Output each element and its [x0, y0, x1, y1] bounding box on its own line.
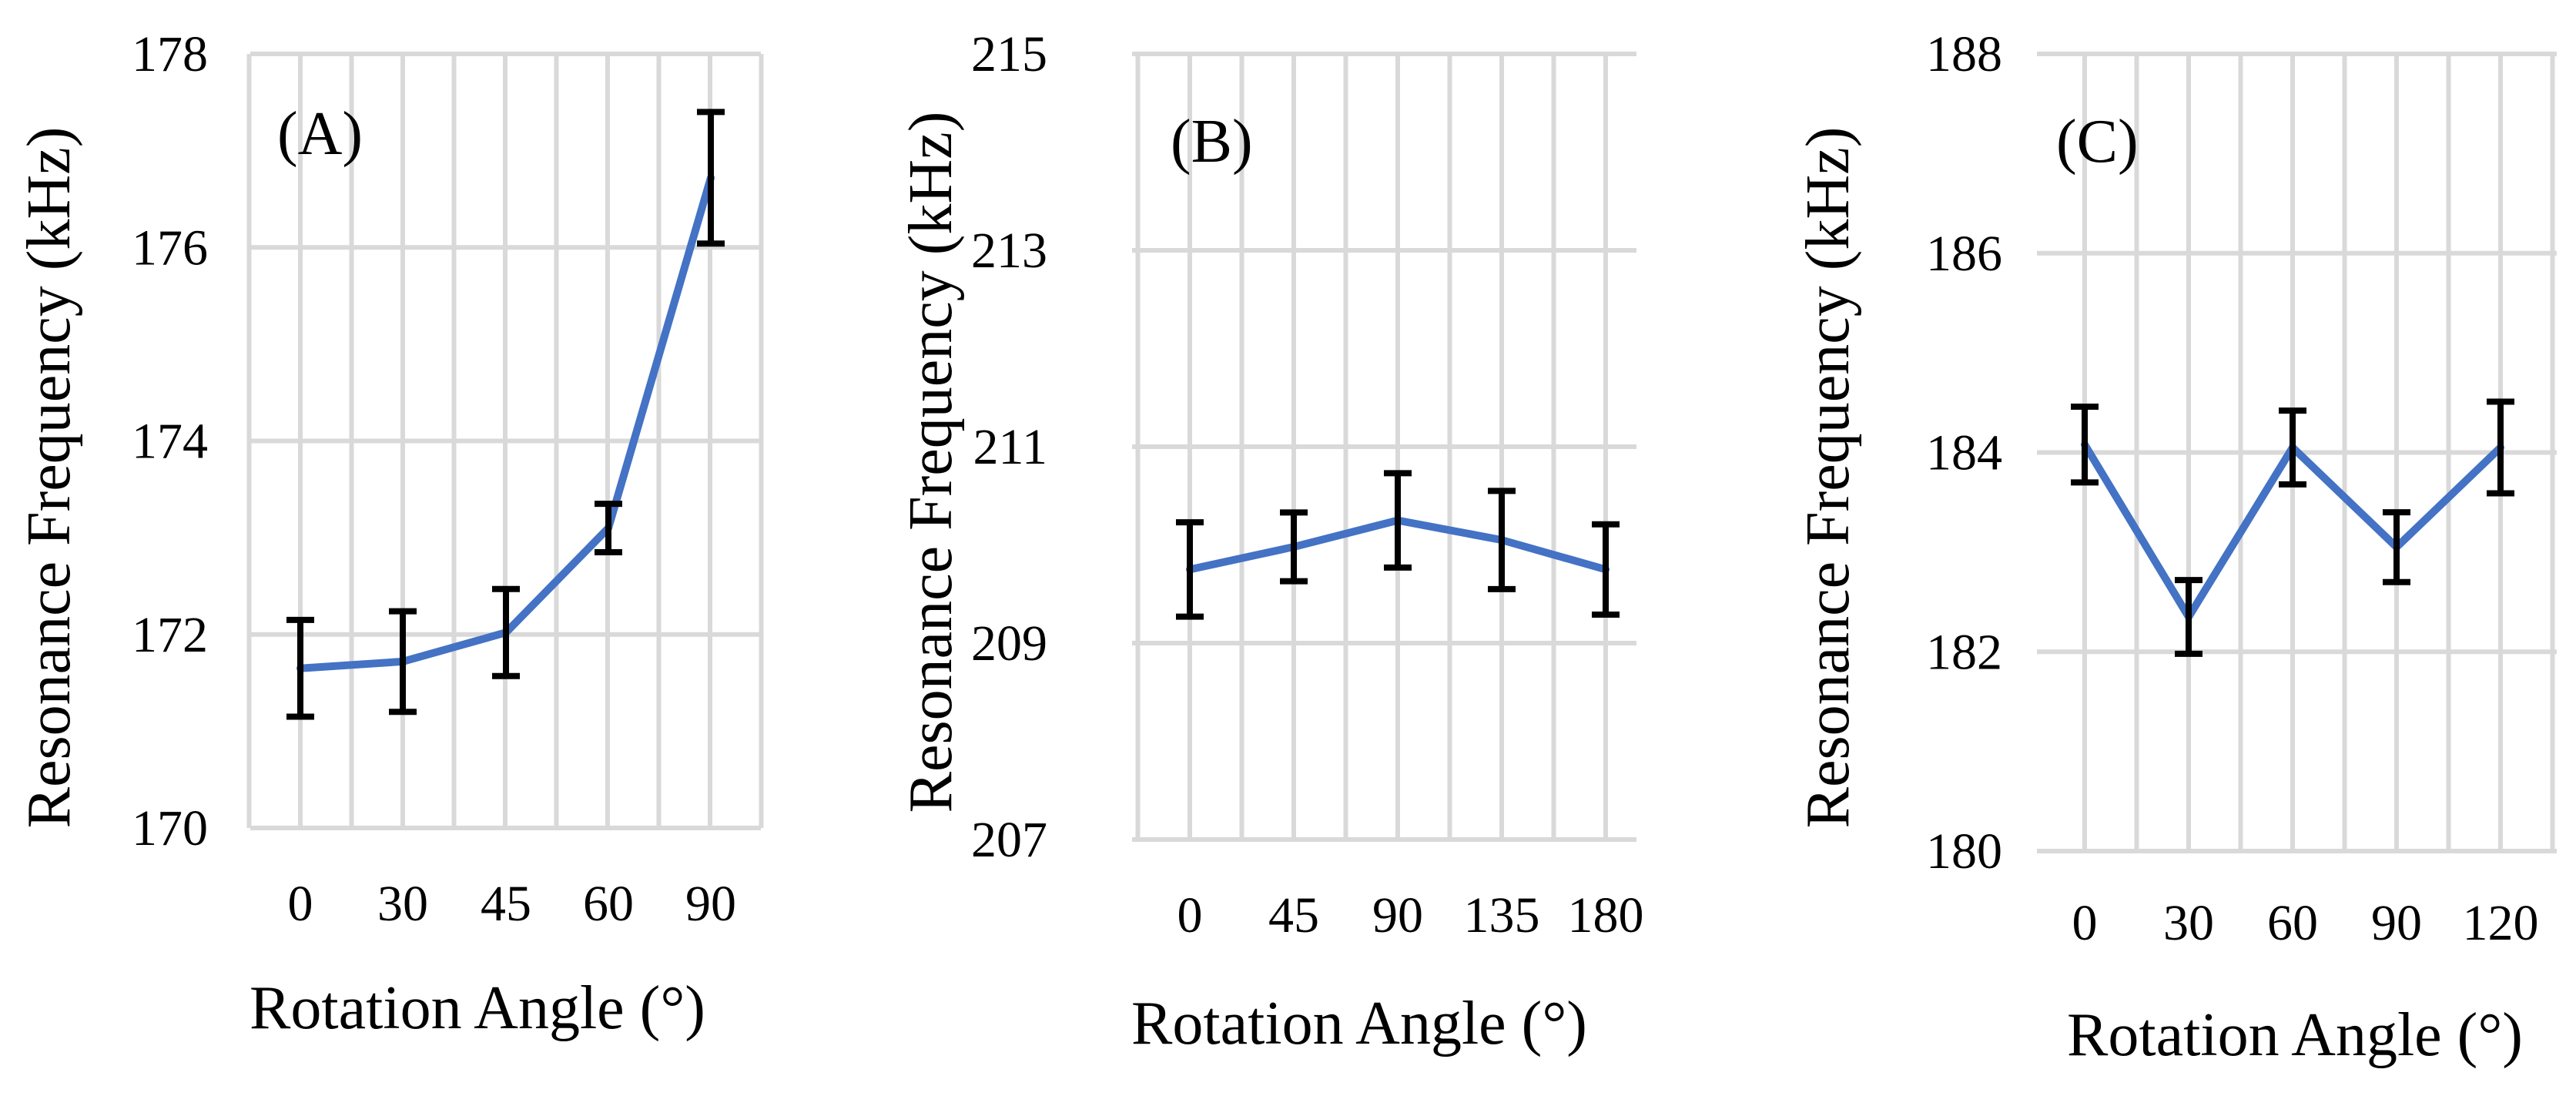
x-tick-label: 90: [1372, 887, 1423, 943]
x-axis-title: Rotation Angle (°): [250, 974, 705, 1042]
chart-panel-3: 180 182 184 186 188 0 30 60 90 120 Rotation Angle …: [1794, 26, 2557, 1069]
y-tick-label: 188: [1926, 26, 2002, 82]
y-tick-label: 180: [1926, 823, 2002, 880]
y-tick-label: 211: [973, 419, 1047, 475]
error-bar: [2175, 577, 2202, 657]
x-tick-label: 45: [1268, 887, 1319, 943]
panel-label: (B): [1171, 108, 1253, 176]
chart-panel-1: 170 172 174 176 178 0 30 45 60 90 Rotation Angle (…: [15, 26, 764, 1042]
error-bar: [595, 501, 622, 555]
x-tick-label: 60: [583, 876, 634, 932]
error-bar: [697, 109, 725, 247]
x-tick-label: 120: [2463, 895, 2539, 951]
x-tick-label: 90: [2371, 895, 2422, 951]
y-tick-label: 186: [1926, 226, 2002, 282]
error-bar: [2071, 403, 2099, 486]
panel-label: (A): [277, 100, 363, 168]
error-bar: [2279, 407, 2306, 488]
error-bar: [492, 585, 520, 679]
error-bar: [1592, 521, 1620, 618]
x-axis-title: Rotation Angle (°): [1131, 990, 1587, 1057]
panel-label: (C): [2056, 108, 2139, 176]
x-tick-label: 45: [481, 876, 531, 932]
error-bar: [286, 616, 314, 720]
x-axis-title: Rotation Angle (°): [2067, 1001, 2523, 1069]
y-tick-label: 184: [1926, 425, 2002, 481]
chart-panel-2: 207 209 211 213 215 0 45 90 135 180 Rotation Angle…: [897, 26, 1644, 1057]
y-axis-title: Resonance Frequency (kHz): [1794, 127, 1862, 829]
x-tick-label: 135: [1464, 887, 1540, 943]
y-tick-label: 172: [132, 607, 208, 663]
y-axis-title: Resonance Frequency (kHz): [15, 127, 83, 829]
error-bar: [1488, 488, 1516, 592]
y-tick-label: 176: [132, 220, 208, 276]
y-tick-label: 182: [1926, 624, 2002, 680]
x-tick-label: 30: [377, 876, 428, 932]
x-tick-label: 180: [1568, 887, 1644, 943]
error-bar: [1384, 470, 1412, 571]
error-bar: [1176, 519, 1204, 620]
error-bar: [2487, 398, 2514, 497]
x-tick-label: 0: [288, 876, 313, 932]
x-tick-label: 0: [1177, 887, 1203, 943]
x-tick-label: 60: [2267, 895, 2318, 951]
error-bar: [389, 608, 417, 716]
error-bar: [1280, 509, 1308, 585]
y-tick-label: 178: [132, 26, 208, 82]
error-bar: [2383, 509, 2410, 585]
x-tick-label: 0: [2072, 895, 2098, 951]
y-tick-label: 174: [132, 414, 208, 470]
y-tick-label: 213: [971, 223, 1047, 279]
y-tick-label: 170: [132, 800, 208, 856]
x-tick-label: 90: [685, 876, 736, 932]
y-axis-title: Resonance Frequency (kHz): [897, 112, 965, 813]
y-tick-label: 209: [971, 615, 1047, 672]
y-tick-label: 207: [971, 812, 1047, 868]
x-tick-label: 30: [2163, 895, 2214, 951]
y-tick-label: 215: [971, 26, 1047, 82]
